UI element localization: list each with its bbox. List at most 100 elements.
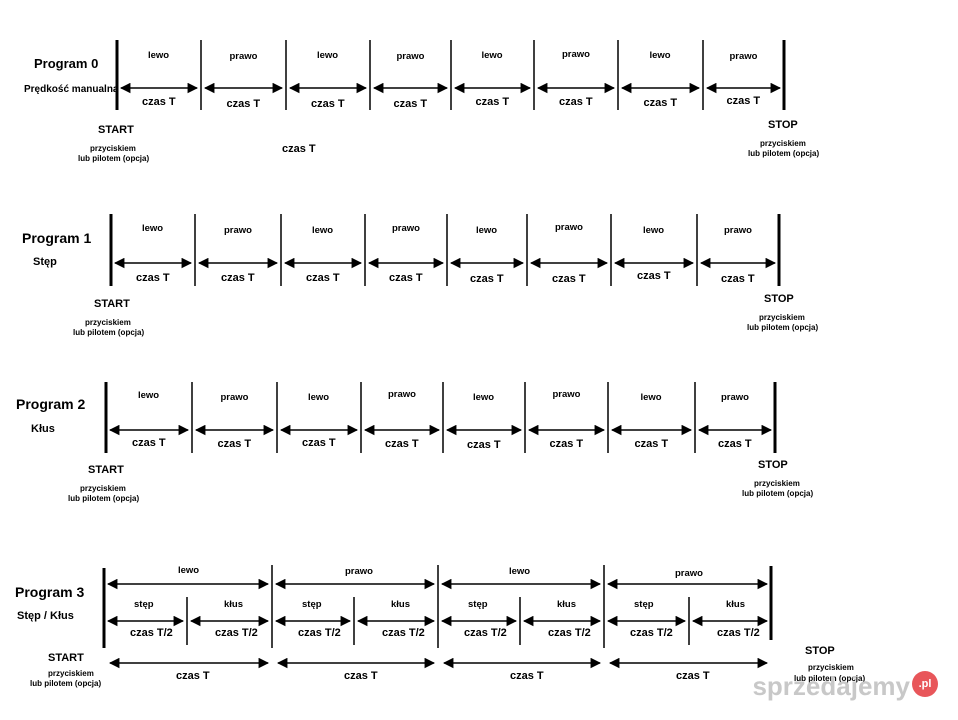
program-1-direction-label: prawo <box>555 222 583 233</box>
program-2-time-label: czas T <box>467 439 501 451</box>
program-2-time-label: czas T <box>132 437 166 449</box>
program-0-time-label: czas T <box>142 96 176 108</box>
program-3-trot-label: kłus <box>224 599 244 610</box>
program-3-trot-label: kłus <box>726 599 746 610</box>
program-0-stop-note-1: przyciskiem <box>760 139 806 148</box>
program-3-step-label: stęp <box>134 599 154 610</box>
program-2-mode: Kłus <box>31 423 55 435</box>
program-1-time-label: czas T <box>306 272 340 284</box>
program-1-direction-label: prawo <box>392 223 420 234</box>
program-3-step-label: stęp <box>634 599 654 610</box>
program-3-half-time-label: czas T/2 <box>130 627 173 639</box>
program-0-direction-label: lewo <box>148 50 170 61</box>
program-2-direction-label: prawo <box>552 389 581 400</box>
program-2-direction-label: lewo <box>138 390 160 401</box>
program-2-direction-label: lewo <box>308 392 330 403</box>
program-1-time-label: czas T <box>221 272 255 284</box>
program-1-time-label: czas T <box>721 273 755 285</box>
program-0-mode: Prędkość manualna <box>24 84 119 95</box>
program-3-direction-label: lewo <box>178 565 200 576</box>
program-3-mode: Stęp / Kłus <box>17 610 74 622</box>
program-1-start-label: START <box>94 298 130 310</box>
program-0-time-label: czas T <box>393 98 428 110</box>
program-0-direction-label: prawo <box>396 51 425 62</box>
program-0-start-label: START <box>98 124 134 136</box>
program-1-start-note-1: przyciskiem <box>85 318 131 327</box>
program-0-title: Program 0 <box>34 56 99 71</box>
program-1-time-label: czas T <box>552 273 586 285</box>
program-3-step-label: stęp <box>468 599 488 610</box>
program-3-trot-label: kłus <box>391 599 411 610</box>
program-1-direction-label: lewo <box>643 225 665 236</box>
program-2-direction-label: lewo <box>640 392 662 403</box>
program-2-time-label: czas T <box>302 437 336 449</box>
program-0-direction-label: prawo <box>229 51 258 62</box>
program-2-start-note-1: przyciskiem <box>80 484 126 493</box>
program-2-direction-label: prawo <box>220 392 249 403</box>
program-1-stop-label: STOP <box>764 293 794 305</box>
program-2-stop-note-2: lub pilotem (opcja) <box>742 489 814 498</box>
program-2-stop-label: STOP <box>758 459 788 471</box>
program-3-trot-label: kłus <box>557 599 577 610</box>
program-3-half-time-label: czas T/2 <box>630 627 673 639</box>
program-2-direction-label: lewo <box>473 392 495 403</box>
program-1-direction-label: lewo <box>312 225 334 236</box>
program-3-half-time-label: czas T/2 <box>298 627 341 639</box>
program-0-time-label: czas T <box>311 98 345 110</box>
program-3-half-time-label: czas T/2 <box>464 627 507 639</box>
program-3-half-time-label: czas T/2 <box>548 627 591 639</box>
program-2-time-label: czas T <box>718 438 752 450</box>
program-3-stop-label: STOP <box>805 645 835 657</box>
program-0-direction-label: prawo <box>729 51 758 62</box>
program-0-direction-label: prawo <box>562 49 590 60</box>
watermark-badge: .pl <box>912 671 938 697</box>
program-2-direction-label: prawo <box>388 389 416 400</box>
program-1-stop-note-2: lub pilotem (opcja) <box>747 323 819 332</box>
program-0-stop-note-2: lub pilotem (opcja) <box>748 149 820 158</box>
program-2-time-label: czas T <box>634 438 669 450</box>
program-3-stop-note-1: przyciskiem <box>808 663 854 672</box>
program-0-direction-label: lewo <box>481 50 503 61</box>
program-1-time-label: czas T <box>389 272 423 284</box>
program-2-direction-label: prawo <box>721 392 749 403</box>
program-0-stop-label: STOP <box>768 119 798 131</box>
program-0-time-label: czas T <box>226 98 261 110</box>
program-1-direction-label: lewo <box>142 223 164 234</box>
program-1-time-label: czas T <box>470 273 504 285</box>
program-3-time-label: czas T <box>344 670 378 682</box>
program-1-stop-note-1: przyciskiem <box>759 313 805 322</box>
program-1-title: Program 1 <box>22 230 92 246</box>
program-2-time-label: czas T <box>385 438 419 450</box>
program-2-time-label: czas T <box>217 438 252 450</box>
program-3-half-time-label: czas T/2 <box>382 627 425 639</box>
program-3-start-label: START <box>48 652 84 664</box>
program-3-half-time-label: czas T/2 <box>215 627 258 639</box>
program-3-start-note-2: lub pilotem (opcja) <box>30 679 102 688</box>
program-0-time-label: czas T <box>726 95 761 107</box>
program-3-start-note-1: przyciskiem <box>48 669 94 678</box>
program-1-time-label: czas T <box>637 270 671 282</box>
program-0-center-time: czas T <box>282 143 316 155</box>
program-1-start-note-2: lub pilotem (opcja) <box>73 328 145 337</box>
program-2-time-label: czas T <box>549 438 584 450</box>
program-0-time-label: czas T <box>643 97 678 109</box>
program-3-direction-label: lewo <box>509 566 531 577</box>
watermark-text: sprzedajemy <box>752 671 910 701</box>
program-2-start-note-2: lub pilotem (opcja) <box>68 494 140 503</box>
program-0-start-note-1: przyciskiem <box>90 144 136 153</box>
program-0-start-note-2: lub pilotem (opcja) <box>78 154 150 163</box>
program-3-stop-note-2: lub pilotem (opcja) <box>794 674 866 683</box>
program-1-direction-label: lewo <box>476 225 498 236</box>
program-3-time-label: czas T <box>176 670 210 682</box>
program-2-start-label: START <box>88 464 124 476</box>
program-0-direction-label: lewo <box>649 50 671 61</box>
program-1-mode: Stęp <box>33 256 57 268</box>
watermark: sprzedajemy .pl <box>752 671 938 702</box>
program-1-direction-label: prawo <box>724 225 752 236</box>
program-2-title: Program 2 <box>16 396 86 412</box>
program-3-direction-label: prawo <box>675 568 703 579</box>
program-3-step-label: stęp <box>302 599 322 610</box>
program-3-half-time-label: czas T/2 <box>717 627 760 639</box>
program-1-time-label: czas T <box>136 272 170 284</box>
